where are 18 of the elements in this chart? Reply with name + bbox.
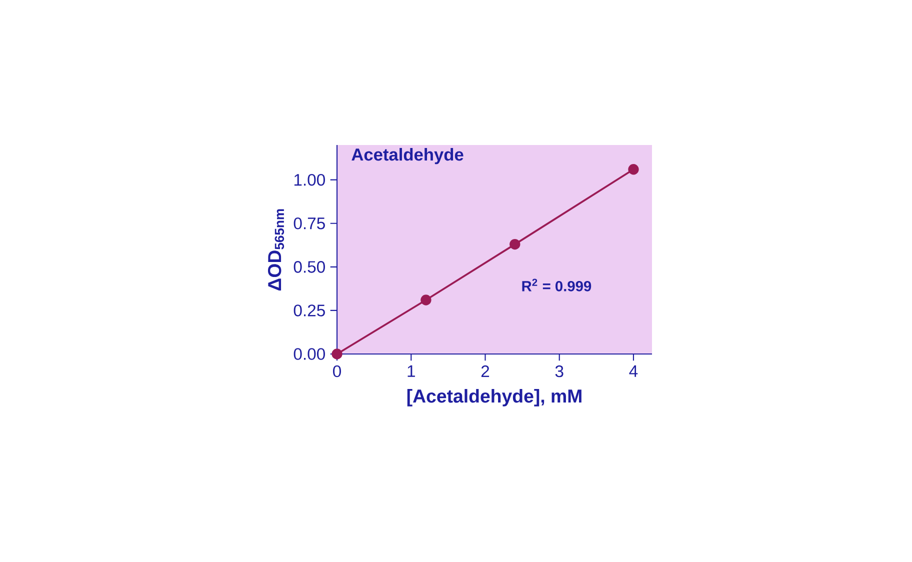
x-tick-label: 0 xyxy=(333,365,341,378)
y-tick-label: 0.75 xyxy=(294,217,325,230)
y-tick-label: 1.00 xyxy=(294,174,325,186)
x-tick-label: 2 xyxy=(481,365,490,378)
point xyxy=(628,164,639,175)
y-axis-title: ΔOD$_{565nm}$ xyxy=(268,209,284,290)
point xyxy=(332,348,342,360)
x-axis-title: [Acetaldehyde], mM xyxy=(407,388,582,406)
point xyxy=(510,238,520,250)
x-tick-label: 4 xyxy=(629,365,638,377)
x-tick-label: 1 xyxy=(408,365,415,377)
y-tick-label: 0.25 xyxy=(294,304,325,316)
y-tick-label: 0.00 xyxy=(294,348,325,360)
chart-title: Acetaldehyde xyxy=(352,148,464,164)
y-tick-label: 0.50 xyxy=(294,261,325,273)
x-tick-label: 3 xyxy=(555,365,564,378)
annotation: R$^{2}$ = 0.999 xyxy=(522,278,592,292)
point xyxy=(420,294,432,306)
